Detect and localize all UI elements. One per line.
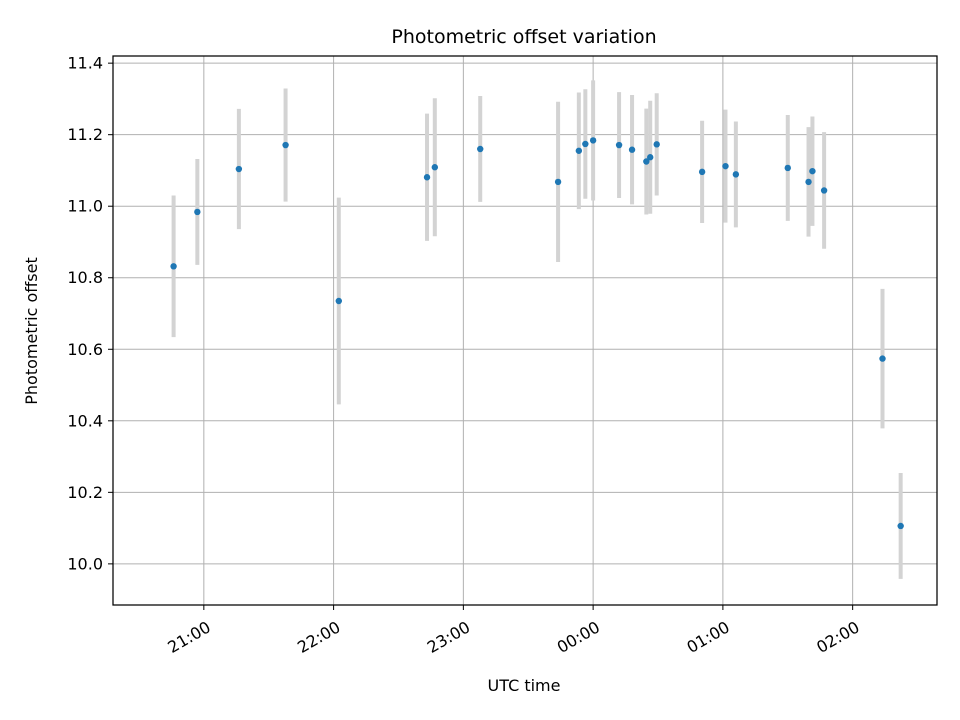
data-point (282, 141, 289, 149)
data-point (784, 164, 791, 172)
y-tick-label: 10.4 (67, 411, 103, 430)
data-point (170, 263, 177, 270)
data-point (235, 165, 243, 173)
data-point (615, 141, 623, 149)
data-point (628, 146, 636, 153)
data-point (647, 154, 654, 161)
data-point (879, 355, 886, 362)
grid (113, 56, 937, 605)
data-point (820, 187, 828, 194)
data-point (582, 140, 589, 148)
y-axis-title: Photometric offset (22, 257, 41, 405)
y-tick-label: 10.6 (67, 340, 103, 359)
data-point (653, 141, 660, 148)
data-point (809, 167, 816, 175)
data-point (722, 162, 729, 170)
y-tick-label: 10.0 (67, 554, 103, 573)
data-point (477, 145, 484, 153)
chart-title: Photometric offset variation (391, 26, 656, 48)
data-point (554, 178, 562, 186)
data-point (575, 147, 583, 154)
x-axis-title: UTC time (488, 676, 561, 695)
data-point (643, 158, 650, 165)
data-point (423, 174, 431, 181)
data-point (589, 137, 597, 144)
y-tick-label: 11.4 (67, 54, 103, 73)
plot-area-frame (112, 55, 938, 606)
data-point (732, 171, 740, 178)
data-point (194, 208, 201, 216)
data-point (335, 297, 342, 305)
data-points (170, 137, 904, 530)
y-tick-label: 10.8 (67, 268, 103, 287)
y-tick-label: 10.2 (67, 483, 103, 502)
data-point (897, 522, 904, 530)
y-tick-label: 11.2 (67, 125, 103, 144)
data-point (805, 178, 812, 186)
data-point (698, 168, 706, 176)
data-point (431, 164, 439, 171)
y-axis-ticks: 10.0 10.2 10.4 10.6 10.8 11.0 11.2 11.4 (67, 54, 113, 573)
y-tick-label: 11.0 (67, 197, 103, 216)
